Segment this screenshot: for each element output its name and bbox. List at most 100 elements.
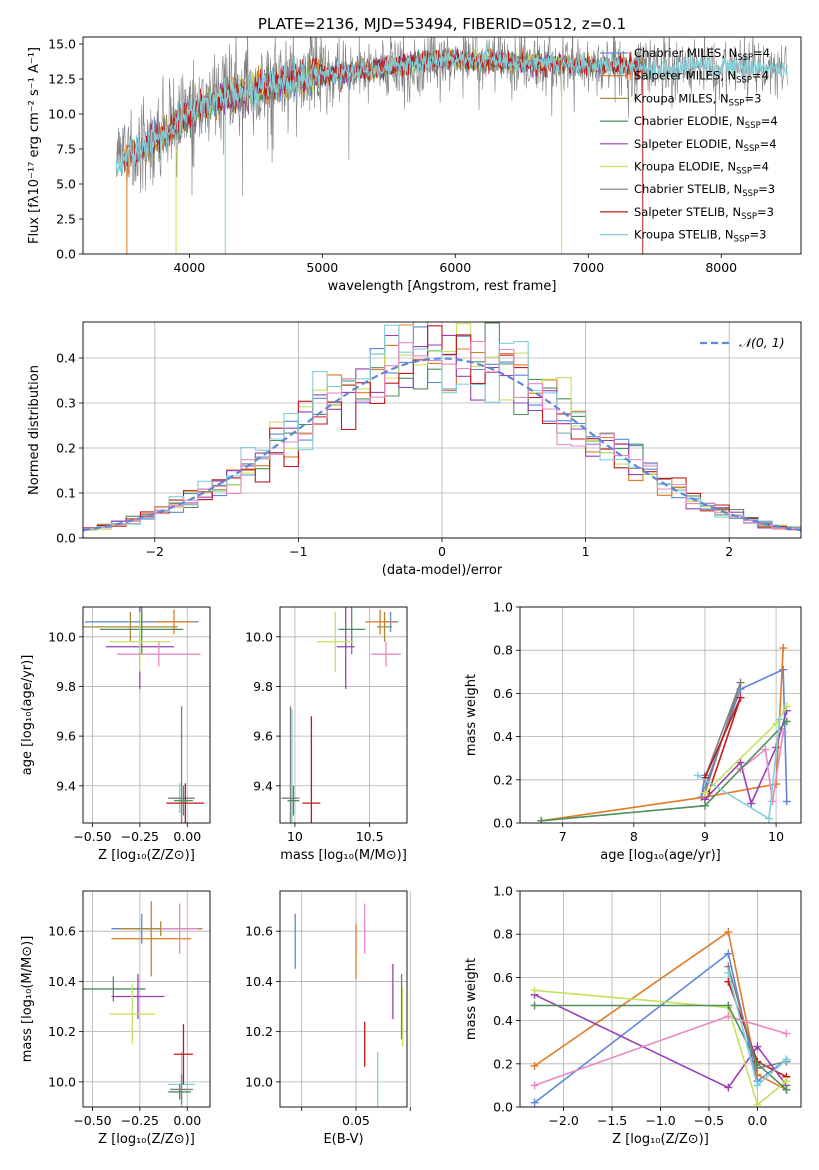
error-bar-point — [111, 973, 165, 1020]
y-tick-label: 10.0 — [48, 1074, 76, 1089]
y-tick-label: 0.4 — [56, 351, 76, 366]
x-axis-label: Z [log₁₀(Z/Z⊙)] — [98, 848, 195, 863]
mass-weight-marker — [693, 771, 702, 780]
spectrum-axes: 4000 5000 6000 7000 8000 0.0 2.5 5.0 7.5 10.0 12.5… — [27, 15, 802, 294]
mass-weight-marker — [724, 949, 733, 958]
x-tick-label: −0.5 — [694, 1113, 724, 1128]
mass-weight-marker — [700, 788, 709, 797]
y-tick-label: 1.0 — [493, 884, 513, 899]
error-bar-point — [302, 716, 321, 823]
x-tick-label: 2 — [725, 544, 733, 559]
x-axis-label: wavelength [Angstrom, rest frame] — [328, 279, 557, 294]
y-tick-label: 10.4 — [48, 974, 76, 989]
mass-weight-marker — [782, 797, 791, 806]
mass-weight-marker — [782, 1029, 791, 1038]
y-tick-label: 10.2 — [48, 1024, 76, 1039]
mass-weight-marker — [782, 1085, 791, 1094]
y-tick-label: 1.0 — [493, 600, 513, 615]
x-axis-label: Z [log₁₀(Z/Z⊙)] — [98, 1132, 195, 1147]
x-axis-label: age [log₁₀(age/yr)] — [600, 848, 721, 863]
y-tick-label: 10.0 — [245, 1074, 273, 1089]
legend-label: Kroupa MILES, NSSP=3 — [634, 91, 761, 108]
y-tick-label: 9.8 — [253, 679, 273, 694]
y-tick-label: 0.0 — [493, 1100, 513, 1115]
axes-frame — [279, 890, 408, 1108]
mass-weight-marker — [736, 678, 745, 687]
spectrum-plot-area — [115, 37, 788, 254]
y-tick-label: 10.0 — [48, 629, 76, 644]
error-bar-point — [281, 706, 300, 823]
mass-weight-marker — [700, 801, 709, 810]
mass-weight-marker — [530, 986, 539, 995]
error-bar-point — [83, 976, 146, 1002]
x-tick-label: 10 — [287, 829, 303, 844]
error-bar-point — [100, 607, 184, 655]
y-tick-label: 0.6 — [493, 970, 513, 985]
y-axis-label: age [log₁₀(age/yr)] — [20, 655, 35, 776]
y-tick-label: 0.4 — [493, 1013, 513, 1028]
x-tick-label: −0.50 — [73, 829, 111, 844]
axes-frame — [279, 606, 408, 824]
age-vs-Z-plot-area — [83, 607, 205, 823]
x-tick-label: −2 — [146, 544, 164, 559]
error-bar-point — [155, 609, 193, 635]
mass-weight-marker — [775, 715, 784, 724]
x-tick-label: 0.00 — [173, 1113, 201, 1128]
legend-label: Salpeter MILES, NSSP=4 — [634, 69, 769, 86]
y-tick-label: 2.5 — [56, 212, 76, 227]
weight-vs-Z-plot-area — [530, 928, 791, 1107]
legend-label: Chabrier STELIB, NSSP=3 — [634, 182, 775, 199]
error-bar-point — [170, 1074, 193, 1105]
gaussian-curve — [83, 357, 801, 532]
axes-frame — [82, 36, 802, 255]
error-bar-point — [365, 609, 396, 635]
mass-weight-marker — [764, 814, 773, 823]
mass-weight-marker — [768, 797, 777, 806]
weight-vs-age-plot-area — [537, 644, 791, 823]
error-bar-point — [117, 641, 201, 667]
y-tick-label: 0.0 — [493, 816, 513, 831]
x-tick-label: 0 — [438, 544, 446, 559]
y-tick-label: 10.0 — [48, 107, 76, 122]
error-bar-point — [317, 611, 354, 672]
mass-weight-marker — [530, 1061, 539, 1070]
mass-weight-line — [534, 1004, 788, 1091]
error-bar-point — [173, 785, 193, 816]
mass-weight-marker — [779, 665, 788, 674]
x-tick-label: −1.5 — [597, 1113, 627, 1128]
age-vs-mass-plot-area — [281, 607, 402, 823]
mass-weight-line — [534, 993, 788, 1089]
residual-histogram — [83, 340, 801, 532]
mass-weight-marker — [782, 717, 791, 726]
error-bar-point — [109, 983, 156, 1045]
x-tick-label: 10 — [768, 829, 784, 844]
y-tick-label: 9.6 — [253, 729, 273, 744]
legend-label: Salpeter ELODIE, NSSP=4 — [634, 137, 777, 154]
legend-label: Kroupa ELODIE, NSSP=4 — [634, 160, 769, 177]
x-tick-label: 5000 — [306, 260, 338, 275]
y-tick-label: 0.2 — [493, 772, 513, 787]
y-tick-label: 0.2 — [493, 1056, 513, 1071]
mass-weight-line — [541, 647, 784, 822]
mass-weight-marker — [530, 1001, 539, 1010]
axes-frame — [82, 606, 211, 824]
mass-weight-marker — [530, 1098, 539, 1107]
y-tick-label: 10.4 — [245, 974, 273, 989]
mass-vs-Z-plot-area — [83, 901, 203, 1107]
x-tick-label: 4000 — [173, 260, 205, 275]
mass-weight-marker — [782, 702, 791, 711]
mass-weight-marker — [753, 1081, 762, 1090]
error-bar-point — [168, 706, 195, 823]
mass-weight-marker — [724, 1001, 733, 1010]
error-bar-point — [168, 1084, 192, 1100]
mass-vs-Z-axes: −0.50 −0.25 0.00 10.0 10.2 10.4 10.6 Z [log₁₀(Z… — [20, 890, 211, 1147]
mass-weight-marker — [747, 799, 756, 808]
x-tick-label: 8 — [630, 829, 638, 844]
y-axis-label: mass weight — [464, 674, 479, 756]
x-tick-label: 9 — [701, 829, 709, 844]
age-vs-mass-axes: 10 10.5 9.4 9.6 9.8 10.0 mass [log₁₀(M/M⊙)] — [245, 606, 408, 863]
mass-weight-marker — [782, 1055, 791, 1064]
legend-label: Salpeter STELIB, NSSP=3 — [634, 205, 774, 222]
y-tick-label: 0.8 — [493, 643, 513, 658]
